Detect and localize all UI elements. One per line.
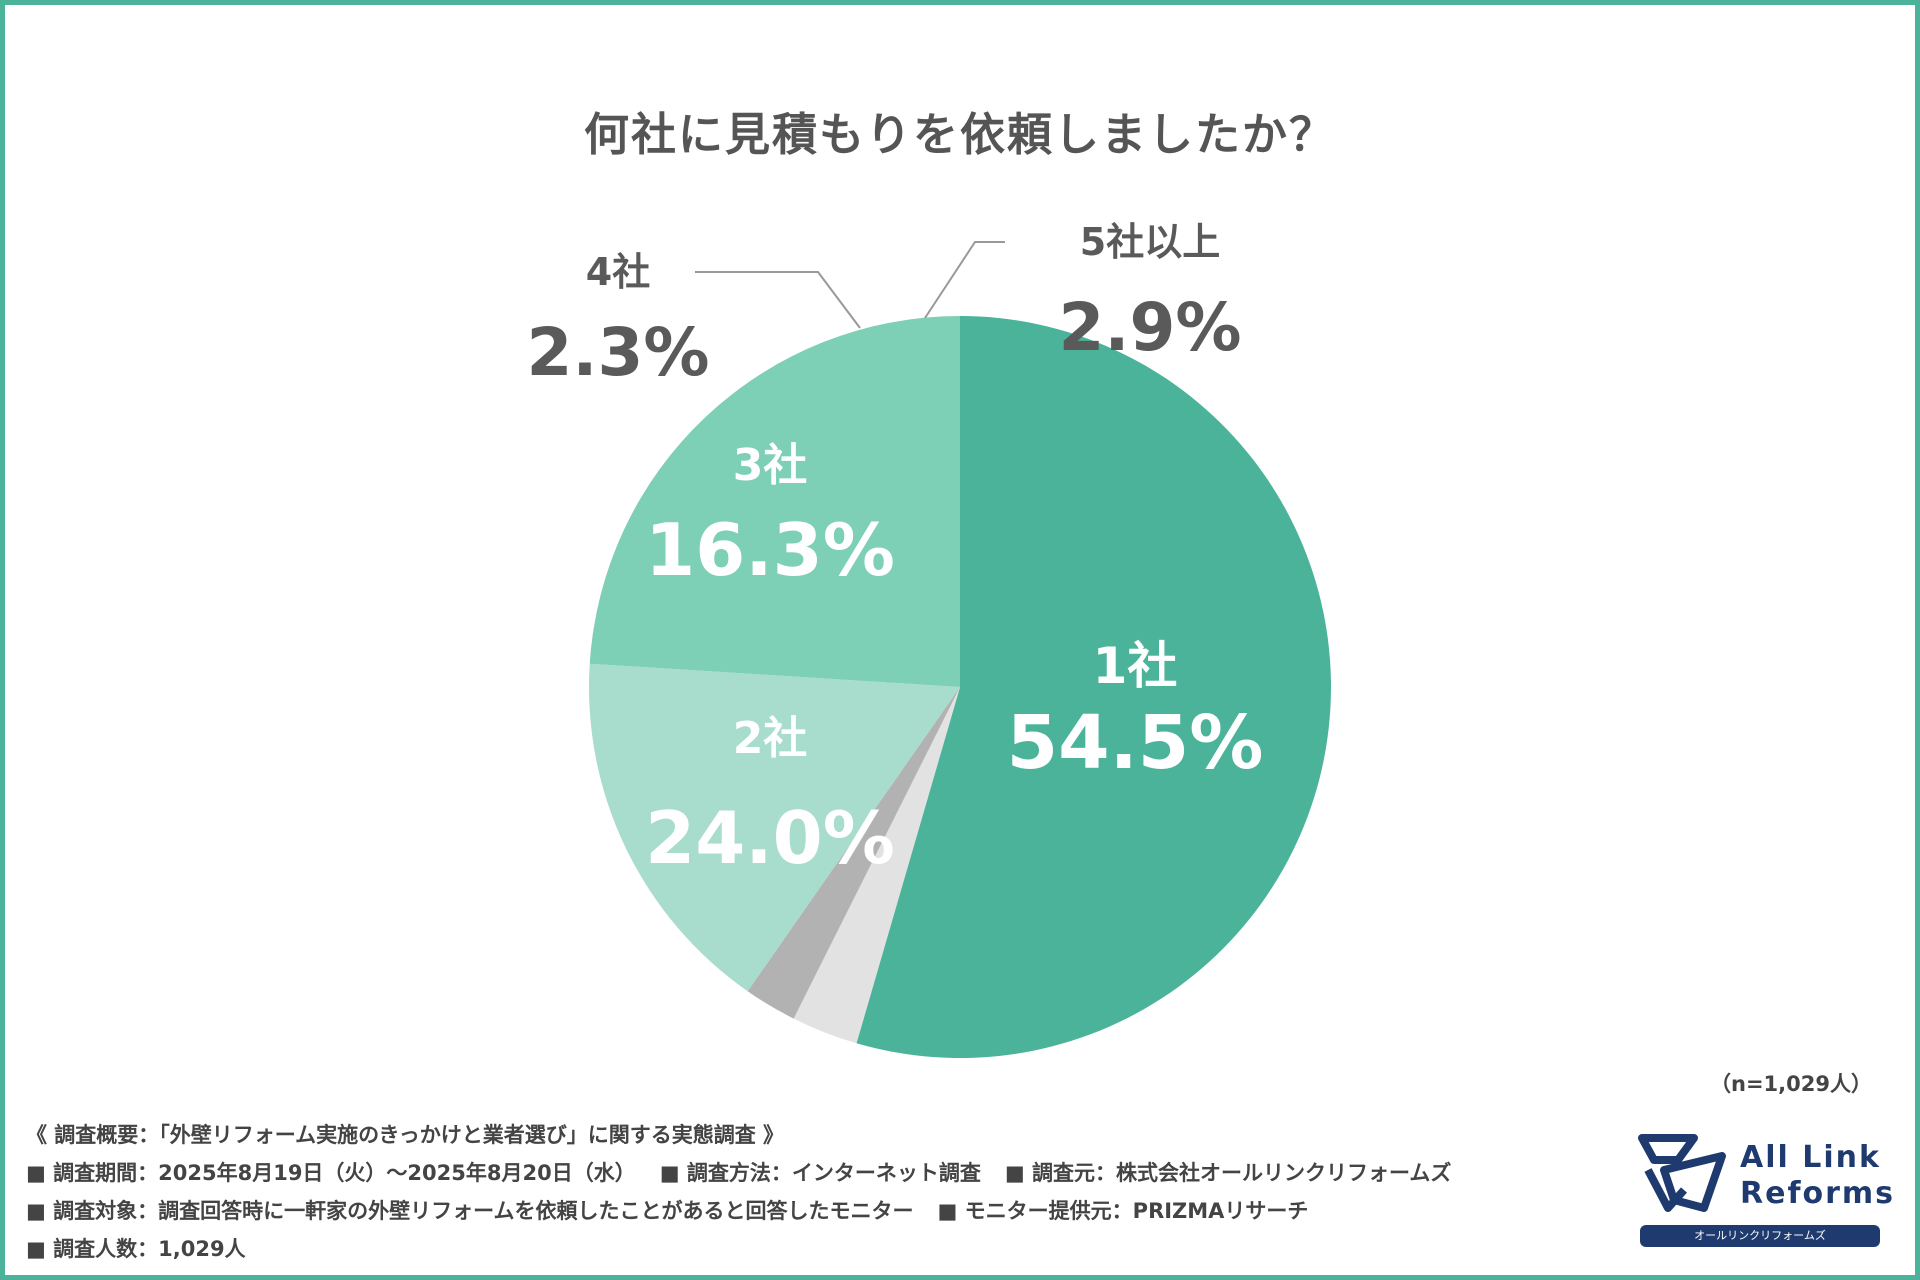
logo-text-line2: Reforms [1740,1176,1896,1211]
slice-label-1: 1社 [1093,637,1178,695]
slice-value-3: 2.3% [526,314,709,391]
survey-period: ■ 調査期間：2025年8月19日（火）～2025年8月20日（水） [26,1161,636,1185]
survey-count: ■ 調査人数：1,029人 [26,1237,246,1261]
slice-label-5: 2社 [733,713,808,764]
survey-provider: ■ モニター提供元：PRIZMAリサーチ [937,1199,1309,1223]
survey-method: ■ 調査方法：インターネット調査 [659,1161,981,1185]
survey-source: ■ 調査元：株式会社オールリンクリフォームズ [1004,1161,1452,1185]
slice-value-2: 2.9% [1058,289,1241,366]
leader-line-3 [695,271,861,329]
chart-title: 何社に見積もりを依頼しましたか？ [583,108,1336,161]
slice-label-2: 5社以上 [1080,220,1220,264]
pie-slice-5 [589,316,960,687]
sample-size-label: （n=1,029人） [1710,1072,1872,1096]
logo-text-line1: All Link [1740,1140,1881,1175]
logo-subtitle: オールリンクリフォームズ [1640,1225,1880,1247]
logo-mark-icon [1638,1134,1726,1212]
survey-notes: 《 調査概要：「外壁リフォーム実施のきっかけと業者選び」に関する実態調査 》 ■… [26,1116,1646,1268]
slice-label-3: 4社 [586,250,650,294]
survey-meta-row-1: ■ 調査期間：2025年8月19日（火）～2025年8月20日（水） ■ 調査方法… [26,1154,1646,1192]
pie-slice-3 [747,687,960,1019]
pie-slice-1 [856,316,1331,1058]
survey-overview: 《 調査概要：「外壁リフォーム実施のきっかけと業者選び」に関する実態調査 》 [26,1123,785,1147]
slice-value-4: 16.3% [645,508,895,592]
survey-target: ■ 調査対象：調査回答時に一軒家の外壁リフォームを依頼したことがあると回答したモ… [26,1199,914,1223]
leader-line-2 [924,241,1005,319]
pie-slice-4 [588,663,960,992]
slice-label-4: 3社 [733,440,808,491]
slice-value-1: 54.5% [1007,700,1264,786]
slice-value-5: 24.0% [645,796,895,880]
survey-meta-row-2: ■ 調査対象：調査回答時に一軒家の外壁リフォームを依頼したことがあると回答したモ… [26,1192,1646,1230]
pie-slice-2 [793,687,960,1044]
